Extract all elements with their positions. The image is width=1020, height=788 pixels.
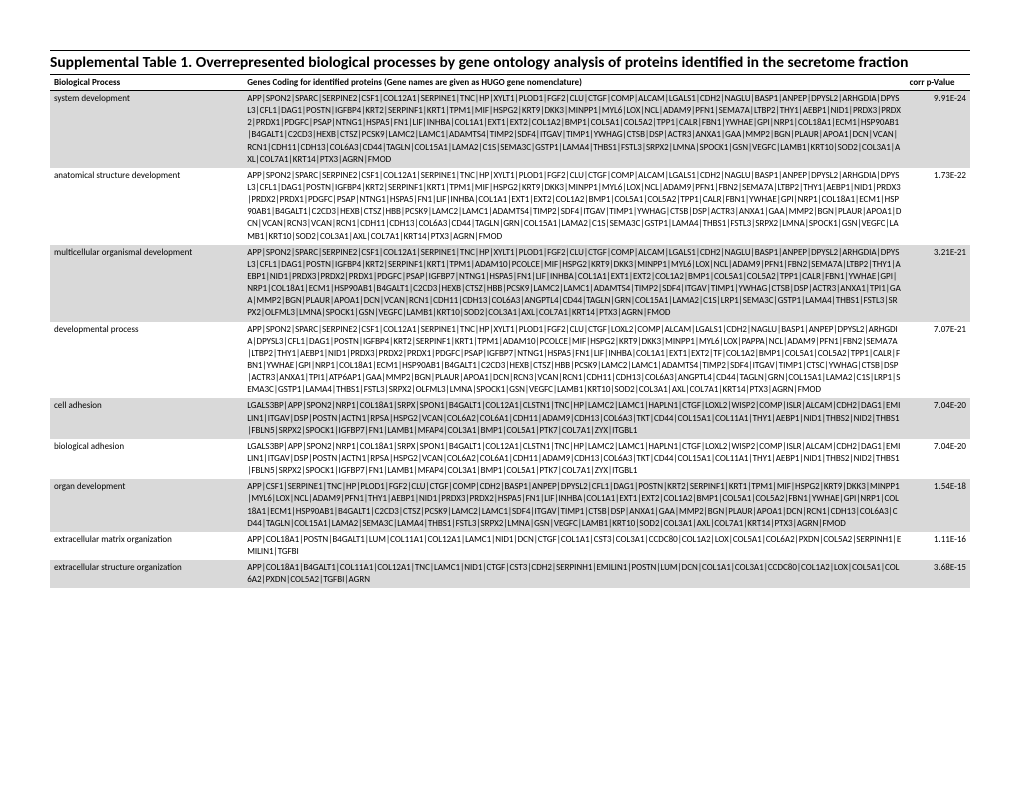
cell-genes: APP|SPON2|SPARC|SERPINE2|CSF1|COL12A1|SE… — [243, 322, 905, 399]
col-pvalue: corr p-Value — [906, 75, 970, 91]
cell-genes: LGALS3BP|APP|SPON2|NRP1|COL18A1|SRPX|SPO… — [243, 398, 905, 438]
table-row: extracellular matrix organizationAPP|COL… — [50, 532, 970, 560]
table-row: cell adhesionLGALS3BP|APP|SPON2|NRP1|COL… — [50, 398, 970, 438]
cell-genes: APP|SPON2|SPARC|SERPINE2|CSF1|COL12A1|SE… — [243, 168, 905, 245]
cell-process: biological adhesion — [50, 439, 243, 479]
cell-pvalue: 3.68E-15 — [906, 560, 970, 588]
cell-pvalue: 1.54E-18 — [906, 479, 970, 532]
cell-pvalue: 1.73E-22 — [906, 168, 970, 245]
cell-genes: APP|SPON2|SPARC|SERPINE2|CSF1|COL12A1|SE… — [243, 245, 905, 322]
col-genes: Genes Coding for identified proteins (Ge… — [243, 75, 905, 91]
cell-pvalue: 7.04E-20 — [906, 398, 970, 438]
header-row: Biological Process Genes Coding for iden… — [50, 75, 970, 91]
table-row: biological adhesionLGALS3BP|APP|SPON2|NR… — [50, 439, 970, 479]
cell-process: extracellular matrix organization — [50, 532, 243, 560]
table-row: multicellular organismal developmentAPP|… — [50, 245, 970, 322]
cell-genes: APP|COL18A1|B4GALT1|COL11A1|COL12A1|TNC|… — [243, 560, 905, 588]
table-row: developmental processAPP|SPON2|SPARC|SER… — [50, 322, 970, 399]
cell-process: cell adhesion — [50, 398, 243, 438]
table-row: organ developmentAPP|CSF1|SERPINE1|TNC|H… — [50, 479, 970, 532]
cell-genes: APP|CSF1|SERPINE1|TNC|HP|PLOD1|FGF2|CLU|… — [243, 479, 905, 532]
table-row: system developmentAPP|SPON2|SPARC|SERPIN… — [50, 91, 970, 168]
cell-pvalue: 9.91E-24 — [906, 91, 970, 168]
table-row: extracellular structure organizationAPP|… — [50, 560, 970, 588]
cell-process: system development — [50, 91, 243, 168]
cell-genes: APP|COL18A1|POSTN|B4GALT1|LUM|COL11A1|CO… — [243, 532, 905, 560]
cell-process: organ development — [50, 479, 243, 532]
cell-pvalue: 7.04E-20 — [906, 439, 970, 479]
data-table: Biological Process Genes Coding for iden… — [50, 74, 970, 588]
cell-genes: APP|SPON2|SPARC|SERPINE2|CSF1|COL12A1|SE… — [243, 91, 905, 168]
page-title: Supplemental Table 1. Overrepresented bi… — [50, 50, 970, 72]
cell-genes: LGALS3BP|APP|SPON2|NRP1|COL18A1|SRPX|SPO… — [243, 439, 905, 479]
cell-pvalue: 7.07E-21 — [906, 322, 970, 399]
cell-pvalue: 1.11E-16 — [906, 532, 970, 560]
cell-process: developmental process — [50, 322, 243, 399]
cell-process: anatomical structure development — [50, 168, 243, 245]
cell-pvalue: 3.21E-21 — [906, 245, 970, 322]
table-row: anatomical structure developmentAPP|SPON… — [50, 168, 970, 245]
cell-process: extracellular structure organization — [50, 560, 243, 588]
col-process: Biological Process — [50, 75, 243, 91]
cell-process: multicellular organismal development — [50, 245, 243, 322]
